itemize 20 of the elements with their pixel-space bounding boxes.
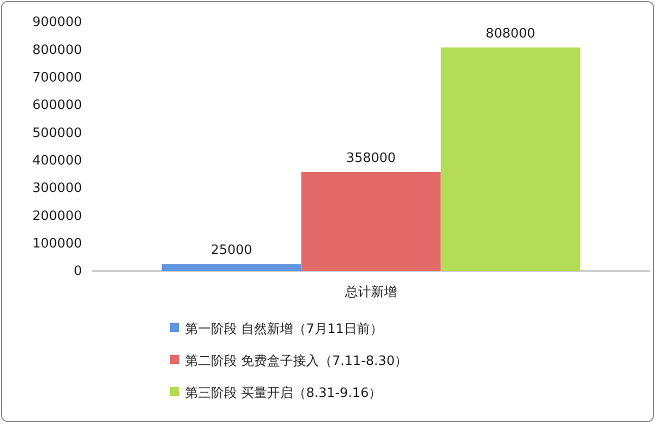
bar [440, 47, 580, 271]
y-tick-label: 700000 [32, 70, 82, 86]
data-label: 25000 [210, 243, 252, 258]
x-tick-label: 总计新增 [344, 285, 397, 300]
y-tick-label: 100000 [32, 236, 82, 252]
data-label: 808000 [486, 26, 536, 42]
data-label: 358000 [346, 150, 396, 166]
y-tick-label: 500000 [32, 126, 82, 141]
y-tick-label: 900000 [32, 15, 82, 30]
legend-label: 第二阶段 免费盒子接入（7.11-8.30） [185, 354, 408, 369]
legend-label: 第一阶段 自然新增（7月11日前） [185, 322, 383, 337]
y-tick-label: 800000 [32, 42, 82, 58]
bar [301, 172, 441, 271]
legend-label: 第三阶段 买量开启（8.31-9.16） [185, 385, 382, 401]
y-tick-label: 200000 [32, 208, 82, 224]
bar [162, 264, 302, 271]
y-tick-label: 0 [74, 264, 82, 280]
y-tick-label: 600000 [32, 98, 82, 114]
y-tick-label: 300000 [32, 181, 82, 196]
y-tick-label: 400000 [32, 153, 82, 168]
